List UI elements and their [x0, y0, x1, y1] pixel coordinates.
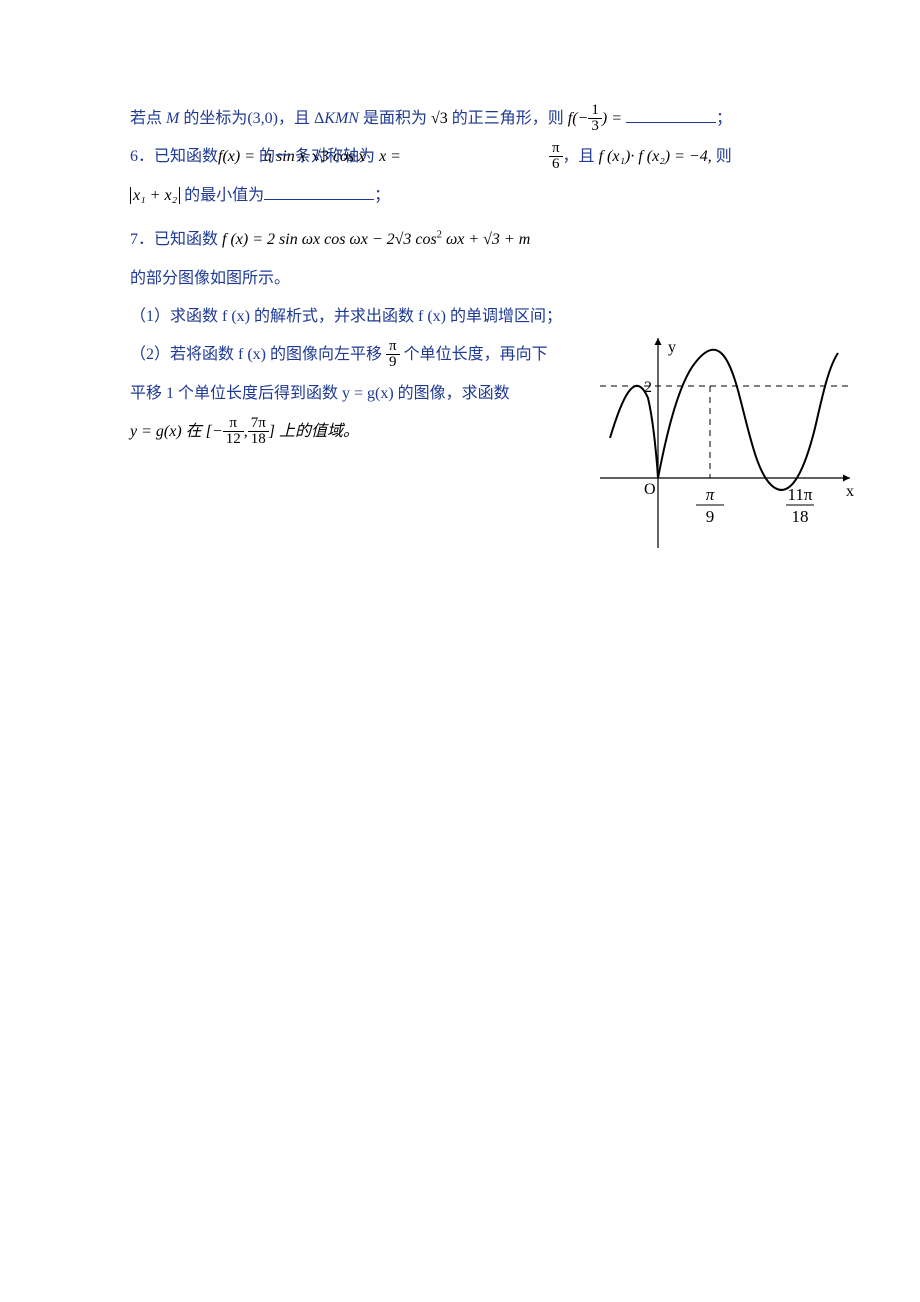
q7-p2b: 个单位长度，再向下 — [404, 346, 548, 363]
frac-den: 3 — [588, 118, 602, 134]
q7-fx-tail: ωx + √3 + m — [442, 231, 530, 248]
q7-p4b: ] 上的值域。 — [269, 423, 359, 440]
q7-p4a: y = g(x) 在 [− — [130, 423, 223, 440]
q5-mid: 是面积为 — [359, 110, 427, 127]
q6-ovl-axis: 的一 — [259, 148, 291, 165]
q5-mid2: 的正三角形，则 — [452, 110, 568, 127]
q6-abs: x₁ + x₂ — [130, 187, 180, 204]
q6-num: 6． — [130, 148, 154, 165]
frac-num: π — [386, 339, 400, 354]
frac-den: 6 — [549, 156, 563, 172]
q6-ovl-b: √3 cos x — [312, 138, 365, 176]
q7-p4: y = g(x) 在 [−π12,7π18] 上的值域。 — [130, 413, 620, 451]
page: 若点 M 的坐标为(3,0)，且 ΔKMN 是面积为 √3 的正三角形，则 f(… — [0, 0, 920, 452]
svg-text:y: y — [668, 339, 676, 356]
q5-prefix: 若点 — [130, 110, 166, 127]
q5-sqrt3: √3 — [431, 110, 448, 127]
frac-num: π — [223, 416, 244, 431]
q7-prefix: 已知函数 — [154, 231, 222, 248]
q6-line2: x₁ + x₂ 的最小值为 ； — [130, 177, 800, 215]
q7-line1: 7．已知函数 f (x) = 2 sin ωx cos ωx − 2√3 cos… — [130, 221, 800, 259]
q5-f-open: f(− — [568, 110, 589, 127]
svg-text:O: O — [644, 481, 656, 498]
q5-tail-line: 若点 M 的坐标为(3,0)，且 ΔKMN 是面积为 √3 的正三角形，则 f(… — [130, 100, 800, 138]
q7-num: 7． — [130, 231, 154, 248]
q7-p2a: （2）若将函数 f (x) 的图像向左平移 — [130, 346, 382, 363]
q6-abs-inner: x₁ + x₂ — [130, 187, 180, 204]
q7-p1: （1）求函数 f (x) 的解析式，并求出函数 f (x) 的单调增区间； — [130, 298, 620, 336]
q6-prod: f (x₁)· f (x₂) = −4, — [599, 148, 712, 165]
q7-p4-f1: π12 — [223, 416, 244, 447]
q7-p2: （2）若将函数 f (x) 的图像向左平移 π9 个单位长度，再向下 — [130, 336, 620, 374]
q5-coords: 的坐标为(3,0)，且 Δ — [179, 110, 324, 127]
q5-f-close: ) = — [602, 110, 622, 127]
q7-p4-f2: 7π18 — [248, 416, 269, 447]
svg-text:x: x — [846, 483, 854, 500]
q7-fx: f (x) = 2 sin ωx cos ωx − 2√3 cos — [222, 231, 437, 248]
q6-prefix: 已知函数 — [154, 148, 218, 165]
graph: y x O 2 π 9 11π 18 — [600, 328, 860, 548]
q6-tail: ； — [374, 187, 390, 204]
q6-line1: 6．已知函数 f(x) = a sin x 的一 √3 cos x 条对称轴为 … — [130, 138, 800, 176]
frac-num: 1 — [588, 103, 602, 118]
q5-blank — [626, 104, 716, 123]
q6-overlap: f(x) = a sin x 的一 √3 cos x 条对称轴为 x = — [218, 138, 401, 176]
q5-M: M — [166, 110, 179, 127]
svg-text:9: 9 — [706, 507, 715, 526]
graph-svg: y x O 2 π 9 11π 18 — [600, 328, 860, 548]
q7-p1-text: （1）求函数 f (x) 的解析式，并求出函数 f (x) 的单调增区间； — [130, 308, 562, 325]
q6-fx: f(x) = — [218, 148, 255, 165]
q6-then: 则 — [716, 148, 732, 165]
q6-blank — [264, 181, 374, 200]
q5-tail-semi: ； — [716, 110, 732, 127]
q7-p3: 平移 1 个单位长度后得到函数 y = g(x) 的图像，求函数 — [130, 375, 620, 413]
q6-min-text: 的最小值为 — [180, 187, 264, 204]
q6-xeq: x = — [379, 148, 401, 165]
svg-text:π: π — [706, 485, 715, 504]
svg-text:11π: 11π — [788, 485, 813, 504]
frac-den: 18 — [248, 431, 269, 447]
frac-num: 7π — [248, 416, 269, 431]
svg-text:2: 2 — [644, 379, 652, 396]
q6-frac: π6 — [549, 141, 563, 172]
frac-den: 9 — [386, 354, 400, 370]
svg-text:18: 18 — [792, 507, 809, 526]
q7-p2-frac: π9 — [386, 339, 400, 370]
frac-num: π — [549, 141, 563, 156]
q7-line2: 的部分图像如图所示。 — [130, 260, 800, 298]
q6-cond: ，且 — [563, 148, 599, 165]
q5-tri: KMN — [324, 110, 359, 127]
frac-den: 12 — [223, 431, 244, 447]
q5-frac: 13 — [588, 103, 602, 134]
